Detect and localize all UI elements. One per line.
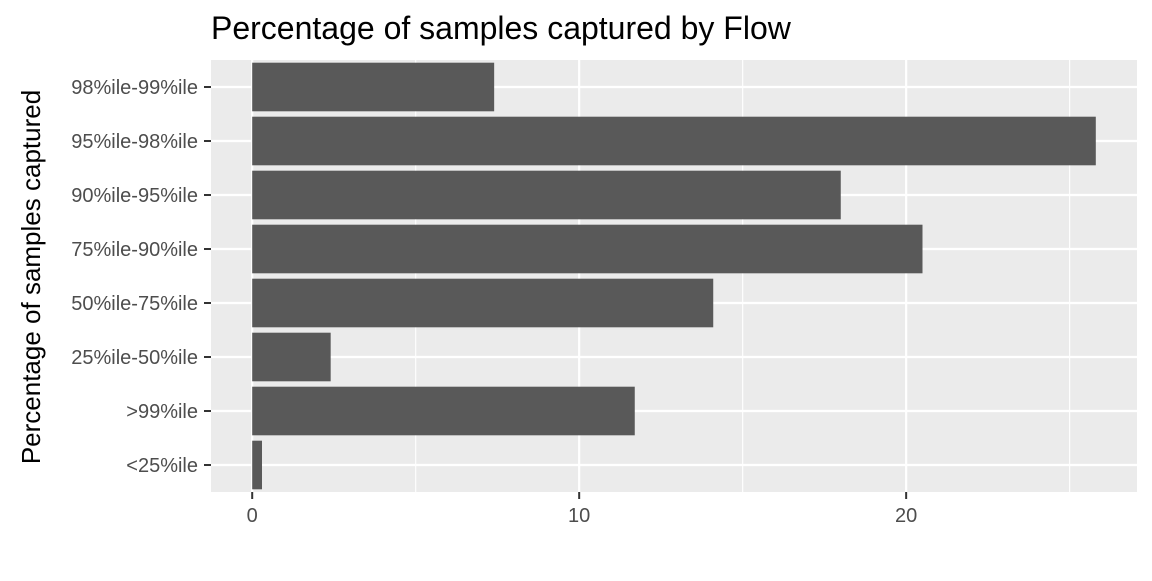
bars	[252, 62, 1096, 490]
y-tick-label: >99%ile	[126, 401, 198, 423]
bar	[252, 224, 923, 274]
y-tick-label: 98%ile-99%ile	[71, 77, 198, 99]
x-tick-label: 20	[895, 505, 917, 527]
bar	[252, 332, 331, 382]
y-tick-label: 95%ile-98%ile	[71, 131, 198, 153]
x-axis: 0 10 20	[247, 492, 917, 527]
bar	[252, 386, 635, 436]
y-tick-label: <25%ile	[126, 455, 198, 477]
bar	[252, 440, 263, 490]
bar	[252, 62, 495, 112]
y-tick-label: 25%ile-50%ile	[71, 347, 198, 369]
bar	[252, 170, 841, 220]
chart-title: Percentage of samples captured by Flow	[211, 10, 792, 46]
y-axis-title: Percentage of samples captured	[16, 90, 46, 464]
bar	[252, 116, 1096, 166]
x-tick-label: 0	[247, 505, 258, 527]
y-tick-label: 50%ile-75%ile	[71, 293, 198, 315]
bar	[252, 278, 714, 328]
y-tick-label: 90%ile-95%ile	[71, 185, 198, 207]
y-tick-label: 75%ile-90%ile	[71, 239, 198, 261]
x-tick-label: 10	[568, 505, 590, 527]
y-axis: <25%ile >99%ile 25%ile-50%ile 50%ile-75%ile…	[71, 77, 211, 477]
